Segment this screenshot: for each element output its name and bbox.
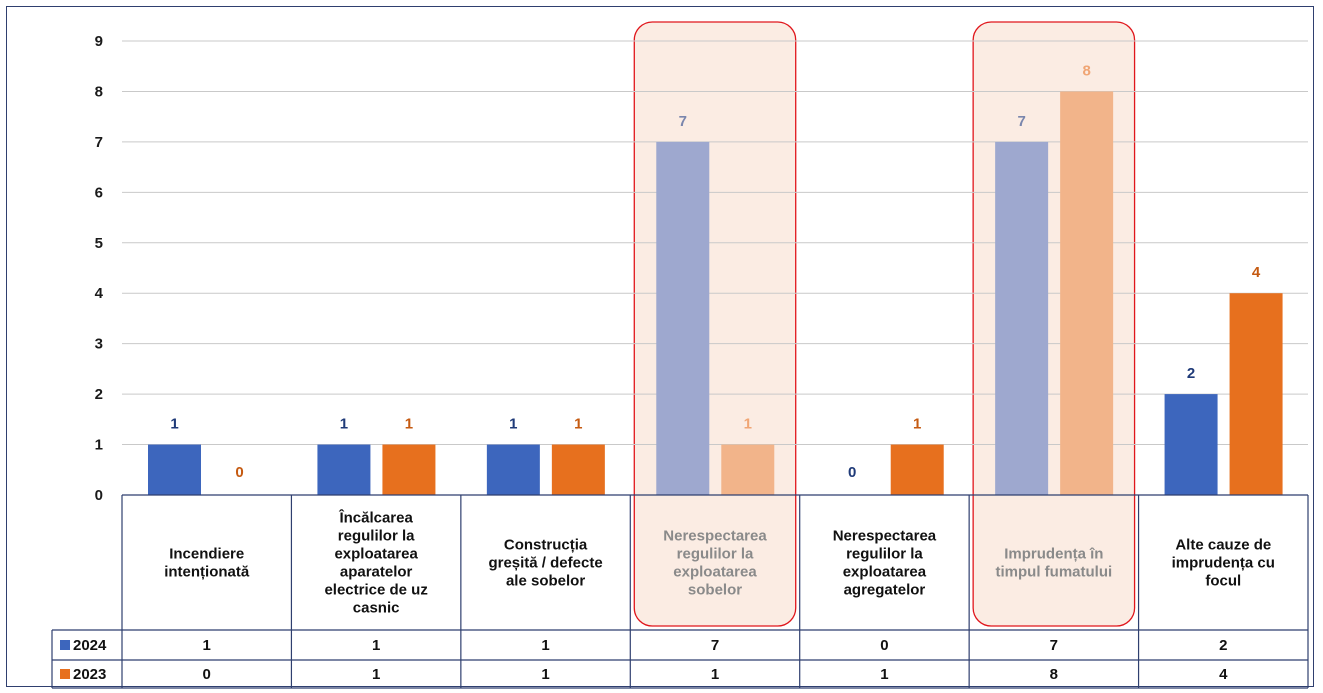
category-label-1: Încălcarea regulilor la exploatarea aparate… bbox=[324, 509, 427, 617]
data-label-2024-5: 7 bbox=[1017, 113, 1025, 130]
data-label-2023-5: 8 bbox=[1082, 62, 1090, 79]
data-label-2023-3: 1 bbox=[744, 416, 752, 433]
legend-swatch-2024 bbox=[60, 640, 70, 650]
y-tick-label: 8 bbox=[95, 83, 103, 100]
y-tick-label: 9 bbox=[95, 33, 103, 50]
bar-2024-1 bbox=[317, 444, 371, 495]
bar-2023-6 bbox=[1229, 293, 1283, 495]
y-tick-label: 4 bbox=[95, 285, 104, 302]
y-axis-ticks: 0 1 2 3 4 5 6 7 8 9 bbox=[95, 33, 104, 504]
legend-swatch-2023 bbox=[60, 669, 70, 679]
data-label-2024-3: 7 bbox=[679, 113, 687, 130]
bar-2023-5 bbox=[1060, 91, 1114, 495]
data-label-2024-6: 2 bbox=[1187, 365, 1195, 382]
legend-label-2023: 2023 bbox=[73, 666, 106, 683]
category-label-4: Nerespectarea regulilor la exploatarea agre… bbox=[833, 528, 937, 599]
y-tick-label: 3 bbox=[95, 336, 103, 353]
table-cell-2023-4: 1 bbox=[880, 666, 888, 683]
data-label-2024-2: 1 bbox=[509, 416, 517, 433]
table-cell-2024-0: 1 bbox=[203, 637, 211, 654]
data-table: Incendiere intenționată Încălcarea regulilo… bbox=[51, 494, 1309, 689]
data-label-2023-4: 1 bbox=[913, 416, 921, 433]
data-label-2023-2: 1 bbox=[574, 416, 582, 433]
bar-2024-5 bbox=[995, 141, 1049, 495]
data-label-2023-1: 1 bbox=[405, 416, 413, 433]
table-cell-2024-2: 1 bbox=[541, 637, 549, 654]
legend-label-2024: 2024 bbox=[73, 637, 107, 654]
y-tick-label: 6 bbox=[95, 184, 103, 201]
table-cell-2024-3: 7 bbox=[711, 637, 719, 654]
data-label-2024-4: 0 bbox=[848, 464, 856, 481]
y-tick-label: 2 bbox=[95, 386, 103, 403]
data-label-2024-0: 1 bbox=[170, 416, 178, 433]
y-tick-label: 7 bbox=[95, 134, 103, 151]
table-cell-2024-1: 1 bbox=[372, 637, 380, 654]
y-tick-label: 5 bbox=[95, 235, 103, 252]
data-labels: 1 0 1 1 1 1 7 1 0 1 7 8 2 4 bbox=[170, 62, 1261, 481]
data-label-2023-0: 0 bbox=[235, 464, 243, 481]
bar-2024-6 bbox=[1164, 394, 1218, 495]
bar-2023-1 bbox=[382, 444, 436, 495]
y-tick-label: 1 bbox=[95, 437, 103, 454]
category-label-2: Construcția greșită / defecte ale sobelor bbox=[488, 537, 602, 590]
y-tick-label: 0 bbox=[95, 487, 103, 504]
category-label-0: Incendiere intenționată bbox=[164, 546, 250, 581]
category-label-5: Imprudența în timpul fumatului bbox=[996, 546, 1113, 581]
data-label-2024-1: 1 bbox=[340, 416, 348, 433]
bar-2023-2 bbox=[551, 444, 605, 495]
table-cell-2023-5: 8 bbox=[1050, 666, 1058, 683]
bar-2023-3 bbox=[721, 444, 775, 495]
bars bbox=[148, 91, 1283, 495]
bar-2024-0 bbox=[148, 444, 201, 495]
table-cell-2023-2: 1 bbox=[541, 666, 549, 683]
table-cell-2023-0: 0 bbox=[203, 666, 211, 683]
bar-2023-4 bbox=[890, 444, 944, 495]
chart-frame bbox=[6, 6, 1314, 687]
table-cell-2023-3: 1 bbox=[711, 666, 719, 683]
table-cell-2023-6: 4 bbox=[1219, 666, 1228, 683]
bar-2024-3 bbox=[656, 141, 710, 495]
category-label-6: Alte cauze de imprudența cu focul bbox=[1172, 537, 1275, 590]
table-cell-2024-4: 0 bbox=[880, 637, 888, 654]
category-label-3: Nerespectarea regulilor la exploatarea sobe… bbox=[663, 528, 767, 599]
table-cell-2023-1: 1 bbox=[372, 666, 380, 683]
data-label-2023-6: 4 bbox=[1252, 264, 1261, 281]
table-cell-2024-5: 7 bbox=[1050, 637, 1058, 654]
table-cell-2024-6: 2 bbox=[1219, 637, 1227, 654]
bar-2024-2 bbox=[486, 444, 540, 495]
